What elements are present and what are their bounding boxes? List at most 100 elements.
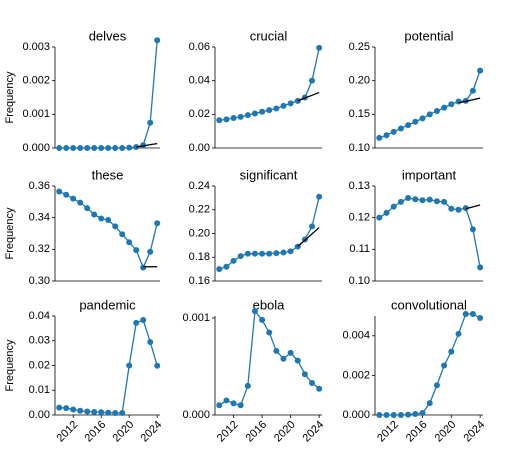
y-tick-label: 0.06 xyxy=(189,41,210,53)
y-tick-label: 0.24 xyxy=(189,180,210,192)
data-point xyxy=(433,382,440,389)
data-point xyxy=(77,407,84,414)
data-point xyxy=(237,113,244,120)
data-point xyxy=(469,87,476,94)
data-point xyxy=(266,107,273,114)
y-tick-label: 0.001 xyxy=(182,312,210,324)
data-point xyxy=(56,404,63,411)
data-point xyxy=(309,379,316,386)
panel-title: important xyxy=(402,167,457,182)
y-tick-label: 0.22 xyxy=(189,204,210,216)
data-point xyxy=(273,347,280,354)
y-tick-label: 0.01 xyxy=(29,384,50,396)
data-point xyxy=(259,316,266,323)
data-point xyxy=(266,250,273,257)
data-point xyxy=(154,220,161,227)
series-line xyxy=(379,313,481,416)
data-point xyxy=(77,145,84,151)
y-tick-label: 0.18 xyxy=(189,251,210,263)
x-tick-label: 2012 xyxy=(55,419,81,445)
data-point xyxy=(216,402,223,409)
series-line xyxy=(465,204,481,210)
x-tick-label: 2020 xyxy=(433,419,459,445)
series-line xyxy=(379,70,481,139)
data-point xyxy=(91,145,98,151)
data-point xyxy=(63,191,70,198)
data-point xyxy=(237,253,244,260)
data-point xyxy=(433,198,440,205)
data-point xyxy=(280,102,287,109)
data-point xyxy=(405,122,412,129)
data-point xyxy=(419,115,426,122)
data-point xyxy=(426,400,433,407)
data-point xyxy=(237,402,244,409)
panel-title: pandemic xyxy=(79,297,136,312)
data-point xyxy=(426,111,433,118)
data-point xyxy=(309,77,316,84)
data-point xyxy=(91,409,98,416)
data-point xyxy=(376,134,383,141)
data-point xyxy=(448,205,455,212)
panel-title: potential xyxy=(404,28,453,43)
x-tick-label: 2020 xyxy=(111,419,137,445)
y-tick-label: 0.34 xyxy=(29,212,50,224)
data-point xyxy=(273,105,280,112)
panel-title: ebola xyxy=(253,297,286,312)
x-tick-label: 2020 xyxy=(272,419,298,445)
data-point xyxy=(259,250,266,257)
y-tick-label: 0.20 xyxy=(189,227,210,239)
data-point xyxy=(119,231,126,238)
data-point xyxy=(280,249,287,256)
series-line xyxy=(59,319,158,414)
y-tick-label: 0.000 xyxy=(22,142,50,154)
data-point xyxy=(397,125,404,132)
data-point xyxy=(84,408,91,415)
x-tick-label: 2012 xyxy=(375,419,401,445)
y-axis-label: Frequency xyxy=(4,71,16,123)
data-point xyxy=(266,329,273,336)
data-point xyxy=(287,349,294,356)
data-point xyxy=(84,205,91,212)
y-tick-label: 0.20 xyxy=(349,75,370,87)
data-point xyxy=(426,196,433,203)
data-point xyxy=(316,193,323,200)
data-point xyxy=(309,223,316,230)
data-point xyxy=(251,250,258,257)
data-point xyxy=(98,409,105,416)
data-point xyxy=(154,362,161,369)
data-point xyxy=(390,128,397,135)
data-point xyxy=(251,110,258,117)
data-point xyxy=(383,132,390,139)
y-tick-label: 0.25 xyxy=(349,41,370,53)
data-point xyxy=(448,348,455,355)
data-point xyxy=(140,264,147,271)
data-point xyxy=(112,410,119,417)
y-tick-label: 0.30 xyxy=(29,275,50,287)
data-point xyxy=(112,145,119,151)
data-point xyxy=(405,195,412,202)
data-point xyxy=(273,250,280,257)
data-point xyxy=(441,104,448,111)
data-point xyxy=(383,209,390,216)
data-point xyxy=(84,145,91,151)
data-point xyxy=(251,308,258,315)
data-point xyxy=(287,100,294,107)
series-line xyxy=(218,309,320,407)
y-tick-label: 0.000 xyxy=(342,409,370,421)
y-tick-label: 0.00 xyxy=(29,409,50,421)
y-tick-label: 0.10 xyxy=(349,275,370,287)
series-line xyxy=(58,190,158,270)
data-point xyxy=(56,145,63,151)
series-line xyxy=(458,97,481,104)
data-point xyxy=(469,311,476,318)
x-tick-label: 2024 xyxy=(461,419,487,445)
data-point xyxy=(119,145,126,151)
series-line xyxy=(297,227,320,248)
data-point xyxy=(469,226,476,233)
data-point xyxy=(412,118,419,125)
y-axis-label: Frequency xyxy=(4,207,16,259)
series-line xyxy=(297,91,320,102)
y-tick-label: 0.001 xyxy=(22,108,50,120)
data-point xyxy=(294,357,301,364)
